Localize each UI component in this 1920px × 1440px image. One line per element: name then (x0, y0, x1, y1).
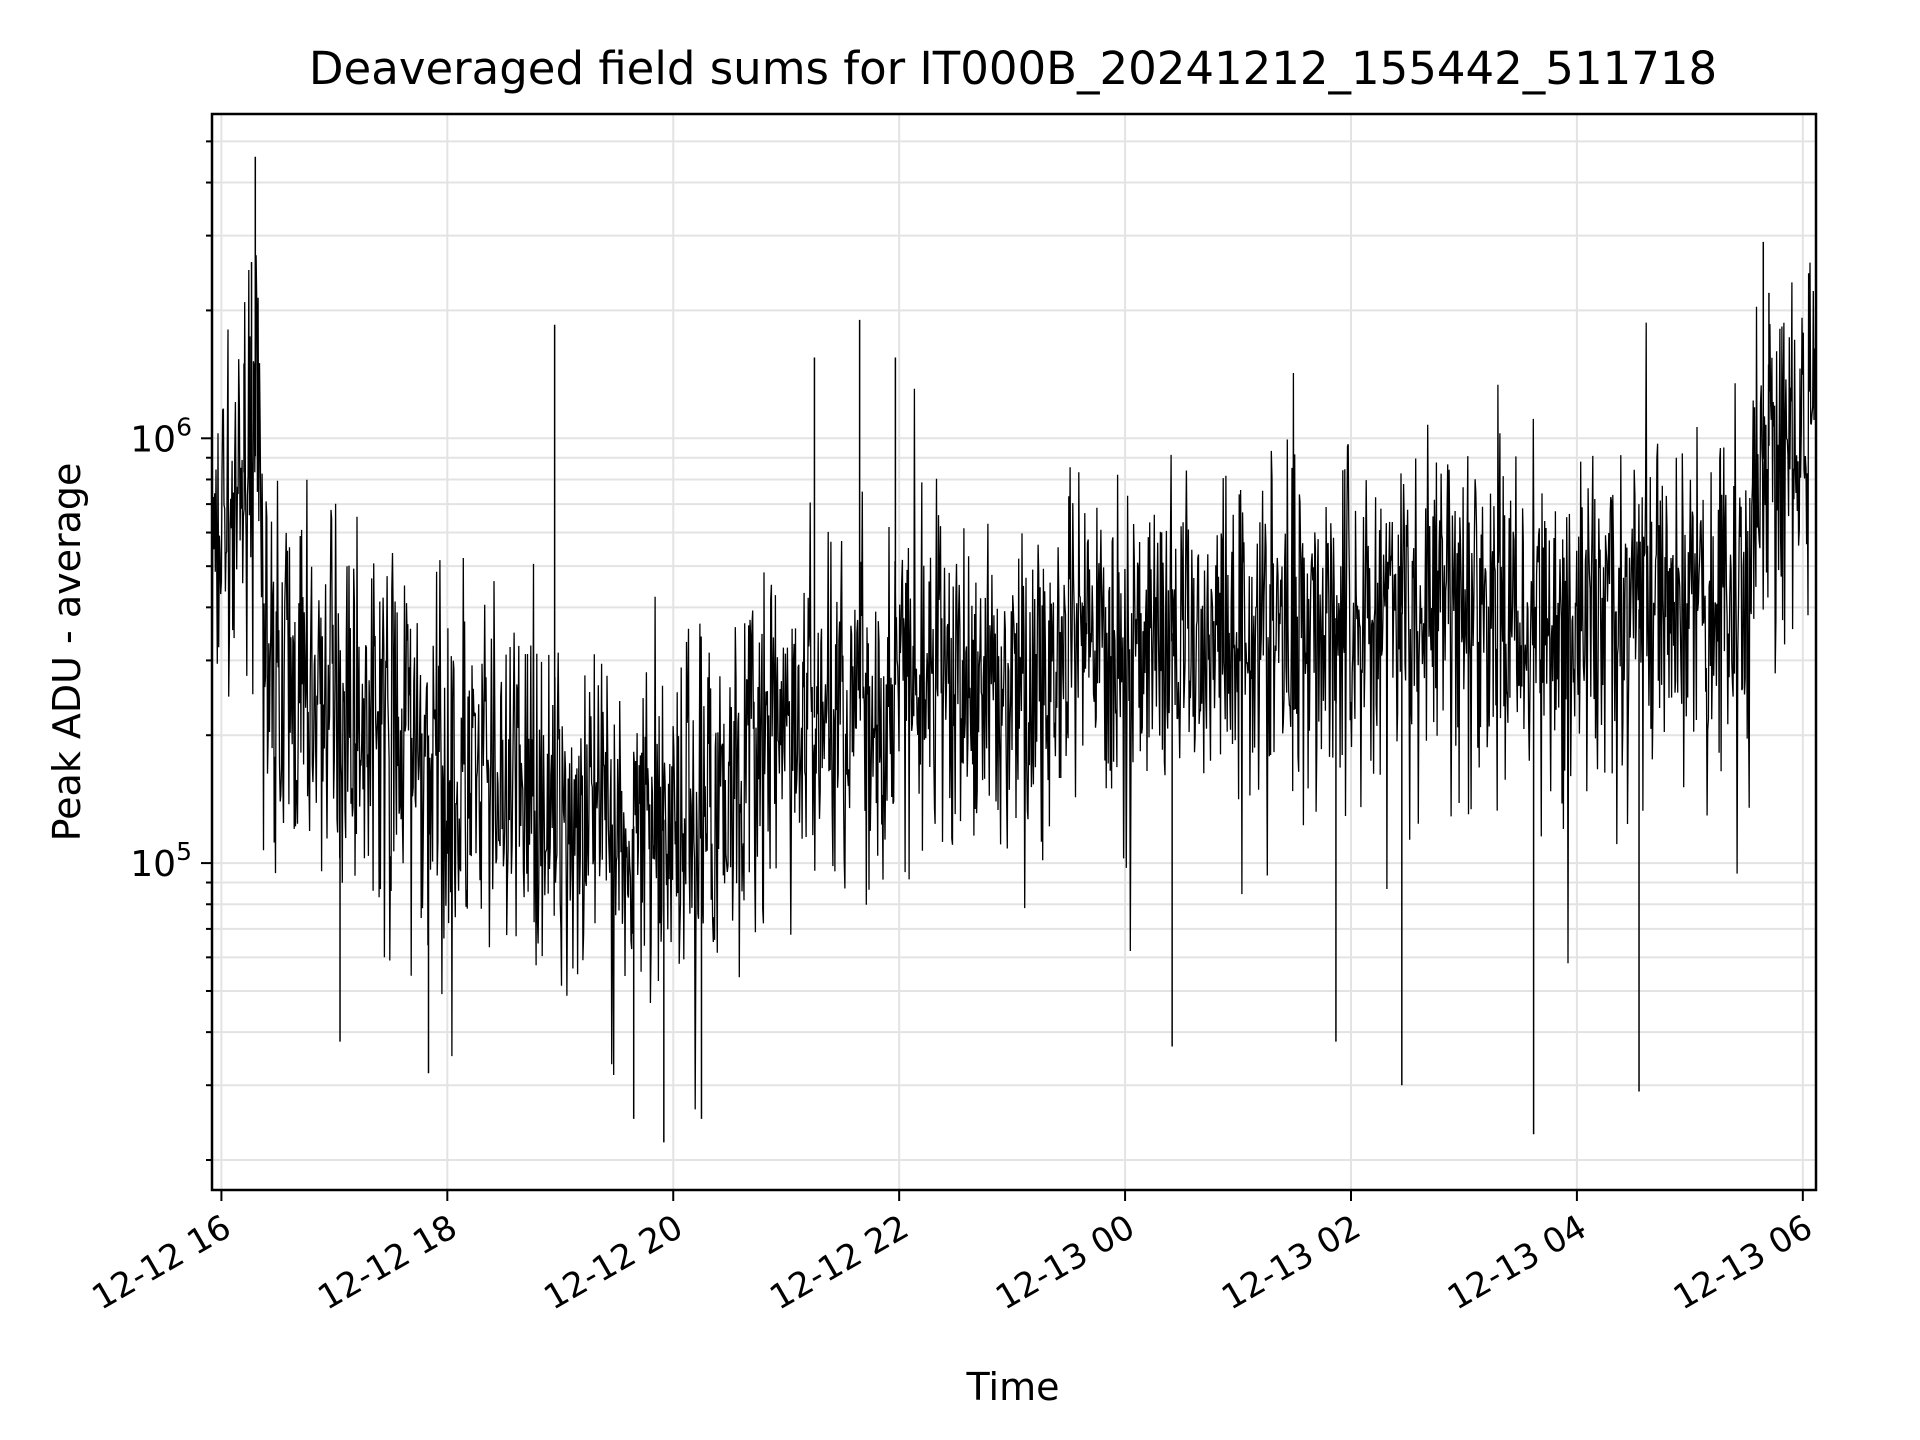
y-tick-base: 10 (130, 844, 176, 885)
chart-title: Deaveraged field sums for IT000B_2024121… (309, 42, 1717, 95)
series-line (211, 255, 1817, 1110)
plot-frame (210, 112, 1818, 1192)
x-axis-label: Time (966, 1365, 1060, 1409)
y-axis-label: Peak ADU - average (45, 463, 89, 842)
y-tick-label: 105 (130, 837, 192, 885)
y-tick-exponent: 5 (176, 837, 192, 866)
y-tick-exponent: 6 (176, 412, 192, 441)
grid (212, 114, 1816, 1190)
y-tick-base: 10 (130, 419, 176, 460)
series-group (211, 156, 1817, 1143)
y-tick-label: 106 (130, 412, 192, 460)
